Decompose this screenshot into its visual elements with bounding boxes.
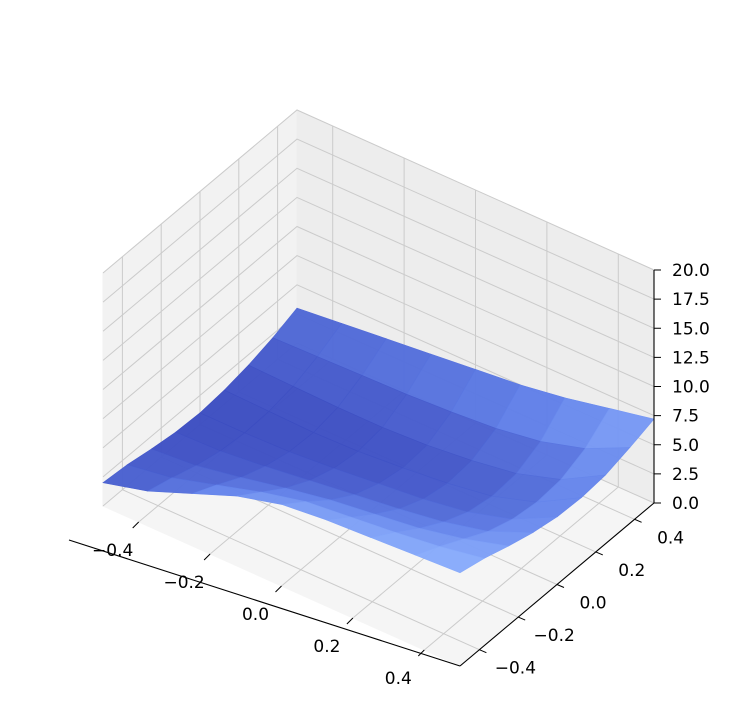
y-tick	[634, 518, 642, 523]
axis-ticks: −0.4−0.20.00.20.4−0.4−0.20.00.20.40.02.5…	[92, 261, 710, 689]
y-tick-label: 0.0	[579, 594, 606, 614]
x-tick-label: −0.4	[92, 541, 133, 561]
x-tick-label: 0.2	[313, 637, 340, 657]
z-tick-label: 15.0	[672, 319, 710, 339]
y-tick	[518, 616, 526, 621]
grid-line-z	[102, 255, 655, 419]
y-tick-label: 0.2	[618, 561, 645, 581]
x-tick-label: 0.0	[242, 605, 269, 625]
y-tick-label: −0.2	[534, 626, 575, 646]
grid-line-z	[102, 196, 655, 361]
x-tick	[346, 617, 354, 625]
grid-line-z	[102, 109, 655, 274]
y-tick	[595, 551, 603, 556]
z-tick-label: 5.0	[672, 436, 699, 456]
x-tick-label: −0.2	[163, 573, 204, 593]
surface-facet	[414, 546, 486, 574]
x-tick	[203, 553, 211, 561]
z-tick-label: 20.0	[672, 261, 710, 281]
x-tick	[132, 521, 140, 529]
z-tick-label: 17.5	[672, 290, 710, 310]
x-axis-line	[68, 539, 461, 667]
z-tick-label: 10.0	[672, 378, 710, 398]
grid-line-z	[102, 138, 655, 303]
x-tick-label: 0.4	[385, 669, 412, 689]
y-tick	[556, 584, 565, 588]
y-tick-label: 0.4	[657, 528, 684, 548]
x-tick	[275, 585, 282, 593]
z-tick-label: 12.5	[672, 348, 710, 368]
x-tick	[417, 649, 425, 657]
z-tick-label: 7.5	[672, 407, 699, 427]
grid-line-z	[102, 225, 655, 390]
grid-line-z	[102, 167, 655, 332]
y-tick	[479, 649, 487, 654]
surface-mesh	[102, 307, 655, 574]
z-tick-label: 2.5	[672, 465, 699, 485]
z-tick-label: 0.0	[672, 494, 699, 514]
y-tick-label: −0.4	[495, 659, 536, 679]
